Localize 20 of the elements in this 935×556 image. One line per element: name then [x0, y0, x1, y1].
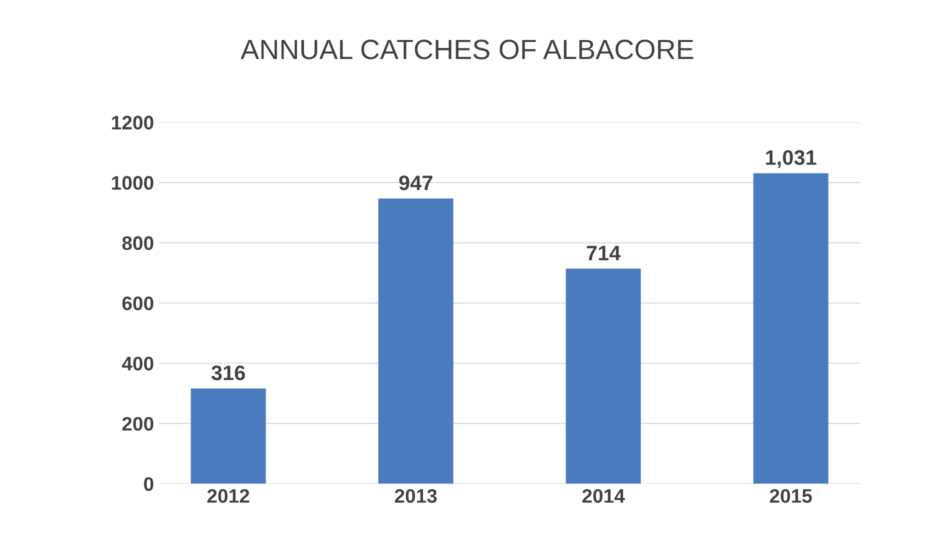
bar [566, 268, 641, 484]
data-label: 316 [211, 366, 245, 380]
y-tick-label: 800 [122, 236, 154, 250]
data-label: 947 [399, 175, 432, 190]
y-tick-label: 600 [122, 296, 154, 310]
x-tick-label: 2013 [394, 489, 437, 503]
y-tick-label: 0 [144, 477, 154, 491]
y-tick-label: 400 [122, 356, 154, 370]
data-label: 1,031 [766, 150, 816, 168]
data-label: 714 [586, 246, 621, 260]
x-tick-label: 2015 [770, 489, 812, 503]
chart-title: ANNUAL CATCHES OF ALBACORE [240, 40, 694, 60]
y-tick-label: 1000 [112, 176, 154, 190]
bar [378, 198, 454, 484]
x-tick-label: 2014 [582, 489, 625, 503]
y-tick-label: 200 [122, 416, 154, 431]
y-tick-label: 1200 [112, 116, 154, 130]
bar [190, 388, 266, 484]
x-tick-label: 2012 [207, 489, 250, 503]
bar [753, 173, 828, 484]
